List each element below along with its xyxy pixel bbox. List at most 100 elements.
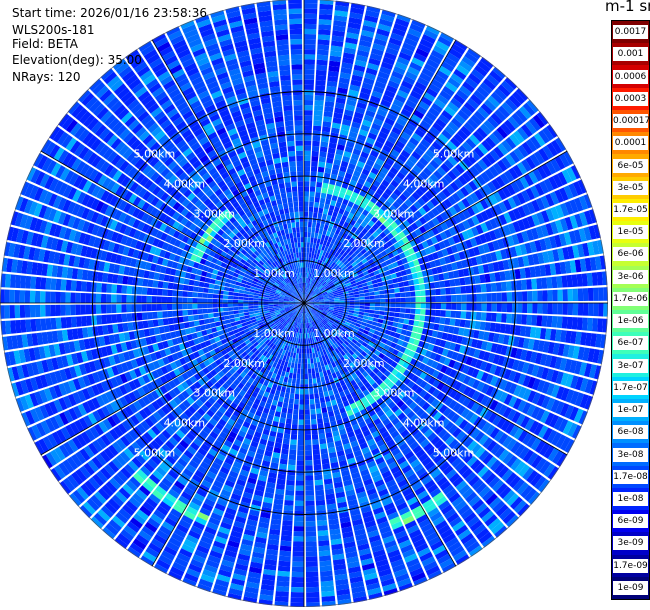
ppi-cell bbox=[523, 173, 534, 187]
ppi-cell bbox=[564, 438, 575, 454]
ppi-cell bbox=[326, 313, 332, 317]
ppi-cell bbox=[522, 337, 530, 349]
ppi-cell bbox=[324, 101, 335, 108]
ppi-cell bbox=[588, 364, 597, 379]
ppi-cell bbox=[323, 224, 329, 231]
ppi-cell bbox=[308, 299, 314, 302]
ppi-cell bbox=[584, 379, 594, 394]
ppi-cell bbox=[489, 399, 499, 411]
ppi-cell bbox=[355, 258, 362, 264]
ppi-cell bbox=[388, 37, 403, 47]
ppi-cell bbox=[331, 227, 337, 234]
ppi-cell bbox=[526, 99, 539, 113]
ppi-cell bbox=[338, 77, 350, 85]
ppi-cell bbox=[363, 114, 374, 123]
ppi-cell bbox=[398, 252, 406, 259]
ppi-cell bbox=[341, 257, 347, 264]
ppi-cell bbox=[333, 320, 340, 325]
ppi-cell bbox=[372, 231, 379, 238]
ppi-cell bbox=[363, 289, 370, 294]
ppi-cell bbox=[410, 308, 416, 314]
ppi-cell bbox=[317, 294, 323, 298]
ppi-cell bbox=[389, 307, 396, 312]
ppi-cell bbox=[374, 303, 381, 307]
ppi-cell bbox=[515, 178, 525, 191]
ppi-cell bbox=[387, 196, 395, 205]
ppi-cell bbox=[456, 335, 463, 344]
ppi-cell bbox=[311, 145, 320, 152]
ppi-cell bbox=[347, 335, 354, 341]
ppi-cell bbox=[497, 105, 511, 119]
ppi-cell bbox=[427, 385, 436, 395]
ppi-cell bbox=[334, 265, 340, 271]
ppi-cell bbox=[304, 287, 306, 293]
ppi-cell bbox=[472, 246, 481, 256]
ppi-cell bbox=[351, 175, 359, 183]
ppi-cell bbox=[299, 399, 304, 405]
ppi-cell bbox=[398, 318, 405, 324]
ppi-cell bbox=[412, 178, 422, 188]
ppi-cell bbox=[536, 393, 546, 407]
ppi-cell bbox=[436, 391, 445, 401]
ppi-cell bbox=[405, 207, 414, 216]
ppi-cell bbox=[339, 298, 345, 301]
ppi-cell bbox=[316, 238, 321, 245]
ppi-cell bbox=[342, 325, 348, 331]
ppi-cell bbox=[476, 86, 490, 98]
ppi-cell bbox=[527, 376, 536, 389]
ppi-cell bbox=[548, 176, 559, 190]
ppi-cell bbox=[379, 66, 392, 75]
ppi-cell bbox=[328, 309, 334, 313]
ppi-cell bbox=[313, 464, 322, 471]
ppi-cell bbox=[329, 137, 338, 144]
ppi-cell bbox=[546, 124, 558, 139]
ppi-cell bbox=[355, 278, 361, 283]
ppi-cell bbox=[380, 166, 389, 175]
ppi-cell bbox=[305, 500, 315, 507]
ppi-cell bbox=[370, 347, 377, 354]
ppi-cell bbox=[520, 124, 533, 138]
ppi-cell bbox=[385, 157, 395, 167]
ppi-cell bbox=[406, 343, 413, 350]
ppi-cell bbox=[320, 255, 325, 262]
ppi-cell bbox=[466, 303, 472, 311]
ppi-cell bbox=[301, 358, 304, 364]
ppi-cell bbox=[399, 334, 406, 341]
ppi-cell bbox=[383, 228, 391, 236]
ppi-cell bbox=[342, 288, 349, 293]
ppi-cell bbox=[465, 168, 476, 180]
ppi-cell bbox=[517, 256, 525, 268]
ppi-cell bbox=[285, 489, 295, 496]
ppi-cell bbox=[284, 371, 290, 378]
ppi-cell bbox=[355, 235, 362, 243]
ppi-cell bbox=[407, 325, 414, 332]
ppi-cell bbox=[322, 468, 331, 475]
ppi-cell bbox=[521, 230, 530, 243]
ppi-cell bbox=[305, 267, 308, 273]
ppi-cell bbox=[318, 29, 331, 36]
ppi-cell bbox=[485, 342, 493, 352]
ppi-cell bbox=[400, 149, 411, 159]
ppi-cell bbox=[304, 409, 310, 415]
ppi-cell bbox=[490, 343, 498, 353]
ppi-cell bbox=[497, 238, 505, 250]
ppi-cell bbox=[323, 172, 331, 179]
ppi-cell bbox=[425, 303, 431, 309]
ppi-cell bbox=[357, 44, 371, 53]
ppi-cell bbox=[542, 427, 553, 441]
ppi-cell bbox=[485, 136, 497, 149]
ppi-cell bbox=[581, 273, 588, 287]
ppi-cell bbox=[544, 237, 552, 250]
ppi-cell bbox=[522, 375, 531, 387]
ppi-cell bbox=[352, 203, 360, 211]
ppi-cell bbox=[390, 192, 399, 201]
ppi-cell bbox=[373, 314, 380, 319]
ppi-cell bbox=[300, 368, 304, 375]
ppi-cell bbox=[340, 273, 347, 278]
ppi-cell bbox=[405, 32, 420, 43]
ppi-cell bbox=[444, 105, 456, 117]
ppi-cell bbox=[392, 162, 402, 171]
ppi-cell bbox=[387, 263, 394, 270]
ppi-cell bbox=[365, 335, 372, 341]
ppi-cell bbox=[304, 338, 307, 344]
